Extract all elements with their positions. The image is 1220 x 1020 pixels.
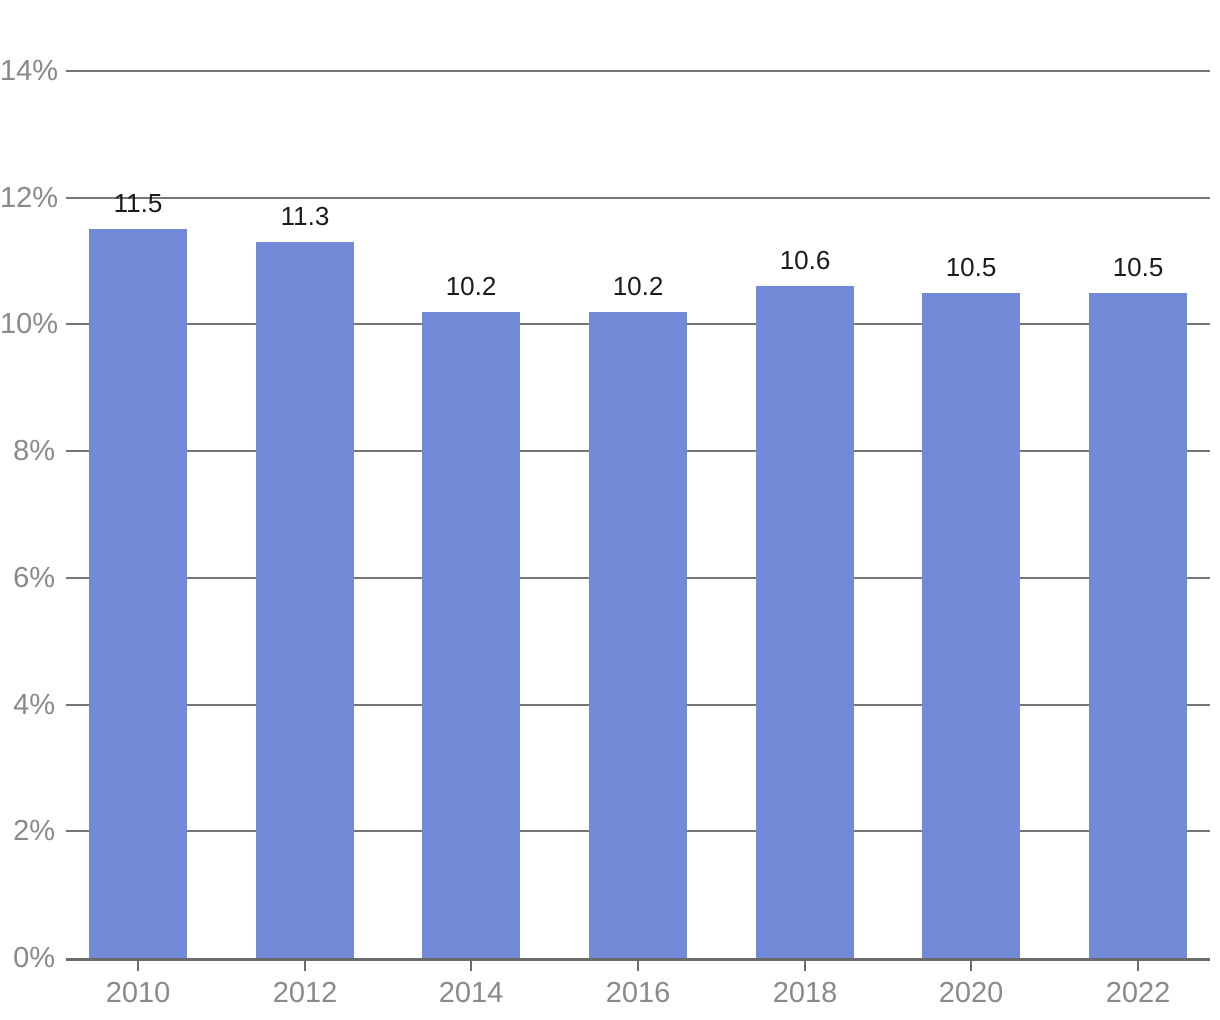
x-axis-tick: [637, 961, 639, 971]
y-axis-label: 6%: [13, 562, 55, 594]
x-axis-label: 2012: [272, 977, 338, 1009]
x-axis-tick: [304, 961, 306, 971]
x-axis-label: 2014: [438, 977, 504, 1009]
bar[interactable]: [256, 242, 354, 958]
x-axis-line: [66, 958, 1210, 961]
bar[interactable]: [756, 286, 854, 958]
x-axis-tick: [470, 961, 472, 971]
bar-value-label: 10.2: [612, 271, 664, 301]
x-axis-tick: [970, 961, 972, 971]
bar-value-label: 11.5: [113, 188, 163, 218]
y-axis-label: 10%: [0, 308, 59, 340]
y-axis-label: 2%: [13, 815, 55, 847]
x-axis-tick: [1137, 961, 1139, 971]
y-axis-label: 14%: [0, 55, 59, 87]
x-axis-label: 2022: [1105, 977, 1171, 1009]
x-axis-tick: [137, 961, 139, 971]
gridline: [66, 70, 1210, 72]
bar[interactable]: [922, 293, 1020, 958]
bar[interactable]: [422, 312, 520, 958]
gridline: [66, 197, 1210, 199]
y-axis-label: 8%: [13, 435, 55, 467]
y-axis-label: 4%: [13, 689, 55, 721]
x-axis-tick: [804, 961, 806, 971]
bar-value-label: 10.2: [445, 271, 497, 301]
y-axis-label: 12%: [0, 182, 59, 214]
x-axis-label: 2010: [105, 977, 171, 1009]
bar-value-label: 10.5: [945, 252, 997, 282]
bar[interactable]: [89, 229, 187, 958]
x-axis-label: 2018: [772, 977, 838, 1009]
x-axis-label: 2020: [938, 977, 1004, 1009]
bar[interactable]: [589, 312, 687, 958]
bar-value-label: 10.6: [779, 245, 831, 275]
bar-value-label: 11.3: [280, 201, 330, 231]
bar[interactable]: [1089, 293, 1187, 958]
y-axis-label: 0%: [13, 942, 55, 974]
x-axis-label: 2016: [605, 977, 671, 1009]
bar-value-label: 10.5: [1112, 252, 1164, 282]
